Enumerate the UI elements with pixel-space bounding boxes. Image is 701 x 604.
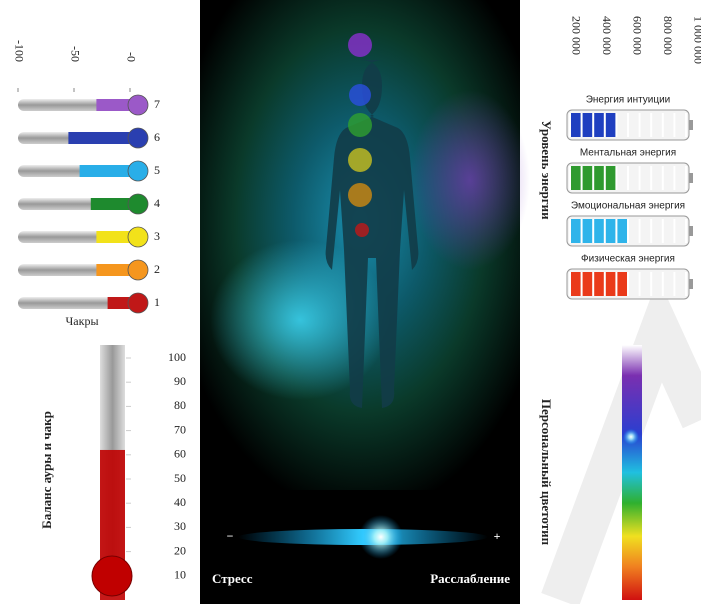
y-tick-label: 60 — [174, 447, 186, 461]
category-label: 1 — [154, 295, 160, 309]
bar — [96, 264, 130, 276]
x-tick-label: -0 — [124, 52, 138, 62]
category-label: 4 — [154, 196, 160, 210]
aura-screen: -100 -50 -0 7 6 5 4 3 2 1 Чакры 10 20 30 40 50 60 70 80 90 1… — [0, 0, 701, 604]
min-sign: − — [227, 529, 234, 543]
category-label: 5 — [154, 163, 160, 177]
battery-label: Эмоциональная энергия — [571, 201, 685, 212]
y-tick-label: 80 — [174, 398, 186, 412]
chakra-dot — [348, 183, 372, 207]
y-tick-label: 10 — [174, 568, 186, 582]
battery-cap — [689, 279, 693, 289]
bar — [96, 99, 130, 111]
category-label: 2 — [154, 262, 160, 276]
bulb — [128, 260, 148, 280]
bar — [570, 219, 628, 243]
battery-cap — [689, 226, 693, 236]
spectrum-marker — [623, 429, 639, 445]
bulb — [128, 95, 148, 115]
y-tick-label: 70 — [174, 422, 186, 436]
bulb — [128, 227, 148, 247]
chakra-dot — [349, 84, 371, 106]
battery-label: Ментальная энергия — [580, 148, 676, 159]
bar — [108, 297, 130, 309]
chakra-dot — [355, 223, 369, 237]
x-tick-label: 800 000 — [661, 16, 675, 55]
y-tick-label: 20 — [174, 543, 186, 557]
chart-title: Персональный цветотип — [539, 399, 554, 546]
battery-label: Физическая энергия — [581, 254, 675, 265]
chakra-dot — [348, 33, 372, 57]
bulb — [92, 556, 132, 596]
x-tick-label: 200 000 — [570, 16, 584, 55]
y-tick-label: 30 — [174, 519, 186, 533]
left-label: Стресс — [212, 571, 253, 586]
chakra-dot — [348, 113, 372, 137]
x-tick-label: -100 — [12, 40, 26, 62]
right-label: Расслабление — [430, 571, 510, 586]
bar — [570, 272, 628, 296]
aura-glow — [410, 90, 530, 270]
bulb — [128, 293, 148, 313]
battery-label: Энергия интуиции — [586, 95, 671, 106]
y-tick-label: 40 — [174, 495, 186, 509]
chart-title: Чакры — [65, 314, 98, 328]
bulb — [128, 128, 148, 148]
aura-panel — [200, 0, 530, 604]
bar — [80, 165, 130, 177]
category-label: 3 — [154, 229, 160, 243]
spectrum-bar — [622, 345, 642, 600]
category-label: 6 — [154, 130, 160, 144]
chart-title: Уровень энергии — [539, 120, 554, 220]
bulb — [128, 161, 148, 181]
y-tick-label: 100 — [168, 350, 186, 364]
x-tick-label: 600 000 — [630, 16, 644, 55]
y-tick-label: 50 — [174, 471, 186, 485]
x-tick-label: 1 000 000 — [691, 16, 701, 64]
category-label: 7 — [154, 97, 160, 111]
bulb — [128, 194, 148, 214]
y-tick-label: 90 — [174, 374, 186, 388]
x-tick-label: -50 — [68, 46, 82, 62]
battery-cap — [689, 120, 693, 130]
chart-title: Баланс ауры и чакр — [39, 411, 54, 529]
bar — [68, 132, 130, 144]
slider-thumb — [359, 515, 403, 559]
bar — [91, 198, 130, 210]
bar — [96, 231, 130, 243]
x-tick-label: 400 000 — [600, 16, 614, 55]
chakra-dot — [348, 148, 372, 172]
max-sign: + — [494, 529, 501, 543]
battery-cap — [689, 173, 693, 183]
